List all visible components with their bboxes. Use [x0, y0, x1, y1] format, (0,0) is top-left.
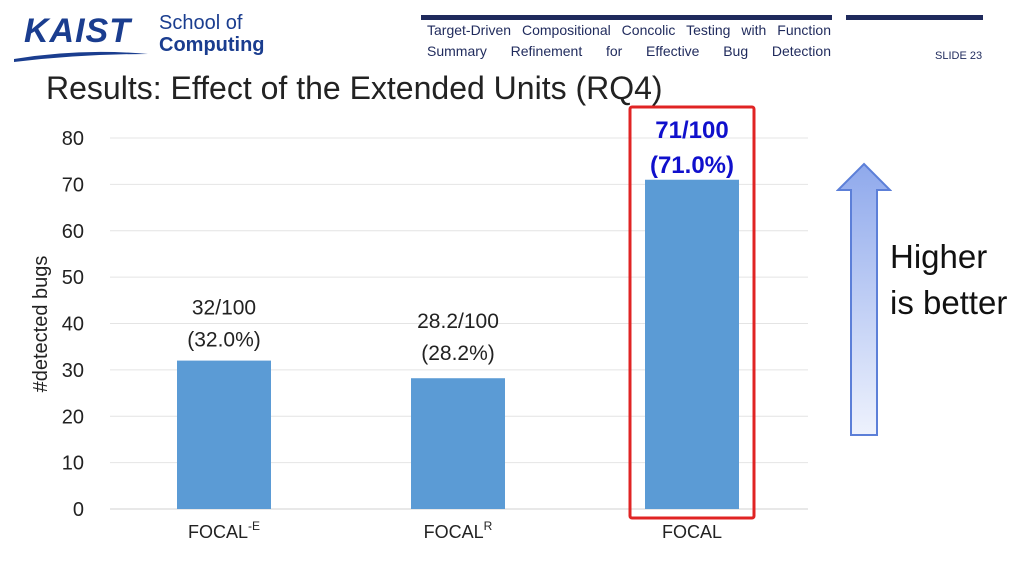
y-tick-label: 20: [62, 406, 84, 428]
data-label: 28.2/100: [417, 310, 499, 333]
y-tick-label: 80: [62, 128, 84, 150]
school-name: School of Computing: [159, 12, 265, 56]
x-tick-label: FOCALR: [424, 519, 493, 542]
y-axis-label: #detected bugs: [30, 256, 52, 393]
school-line-2: Computing: [159, 34, 265, 56]
bar-3: [645, 179, 739, 510]
highlight-box: [628, 105, 756, 520]
data-label: (71.0%): [650, 152, 734, 179]
higher-is-better-note: Higher is better: [890, 234, 1007, 326]
bar-1: [177, 360, 271, 509]
logo-wordmark: KAIST: [24, 12, 131, 50]
note-line-1: Higher: [890, 238, 988, 275]
up-arrow-icon: [836, 162, 892, 436]
slide-title: Results: Effect of the Extended Units (R…: [46, 70, 663, 106]
x-tick-label: FOCAL: [662, 522, 722, 542]
data-label: 71/100: [655, 117, 728, 144]
y-tick-label: 10: [62, 453, 84, 475]
y-tick-label: 40: [62, 314, 84, 336]
data-label: (32.0%): [187, 329, 261, 352]
y-tick-label: 50: [62, 267, 84, 289]
header-rule-left: [421, 15, 832, 20]
header-rule-right: [846, 15, 983, 20]
paper-title: Target-Driven Compositional Concolic Tes…: [427, 22, 831, 59]
data-label: 32/100: [192, 297, 256, 320]
y-tick-label: 30: [62, 360, 84, 382]
logo-swoosh-icon: [14, 51, 148, 62]
y-tick-label: 60: [62, 221, 84, 243]
x-tick-label: FOCAL-E: [188, 519, 260, 542]
slide-number: SLIDE 23: [935, 50, 983, 62]
data-label: (28.2%): [421, 342, 495, 365]
bar-2: [411, 378, 505, 509]
y-tick-label: 0: [73, 499, 84, 521]
note-line-2: is better: [890, 284, 1008, 321]
kaist-logo: KAIST School of Computing: [10, 12, 280, 62]
school-line-1: School of: [159, 12, 243, 34]
y-tick-label: 70: [62, 174, 84, 196]
